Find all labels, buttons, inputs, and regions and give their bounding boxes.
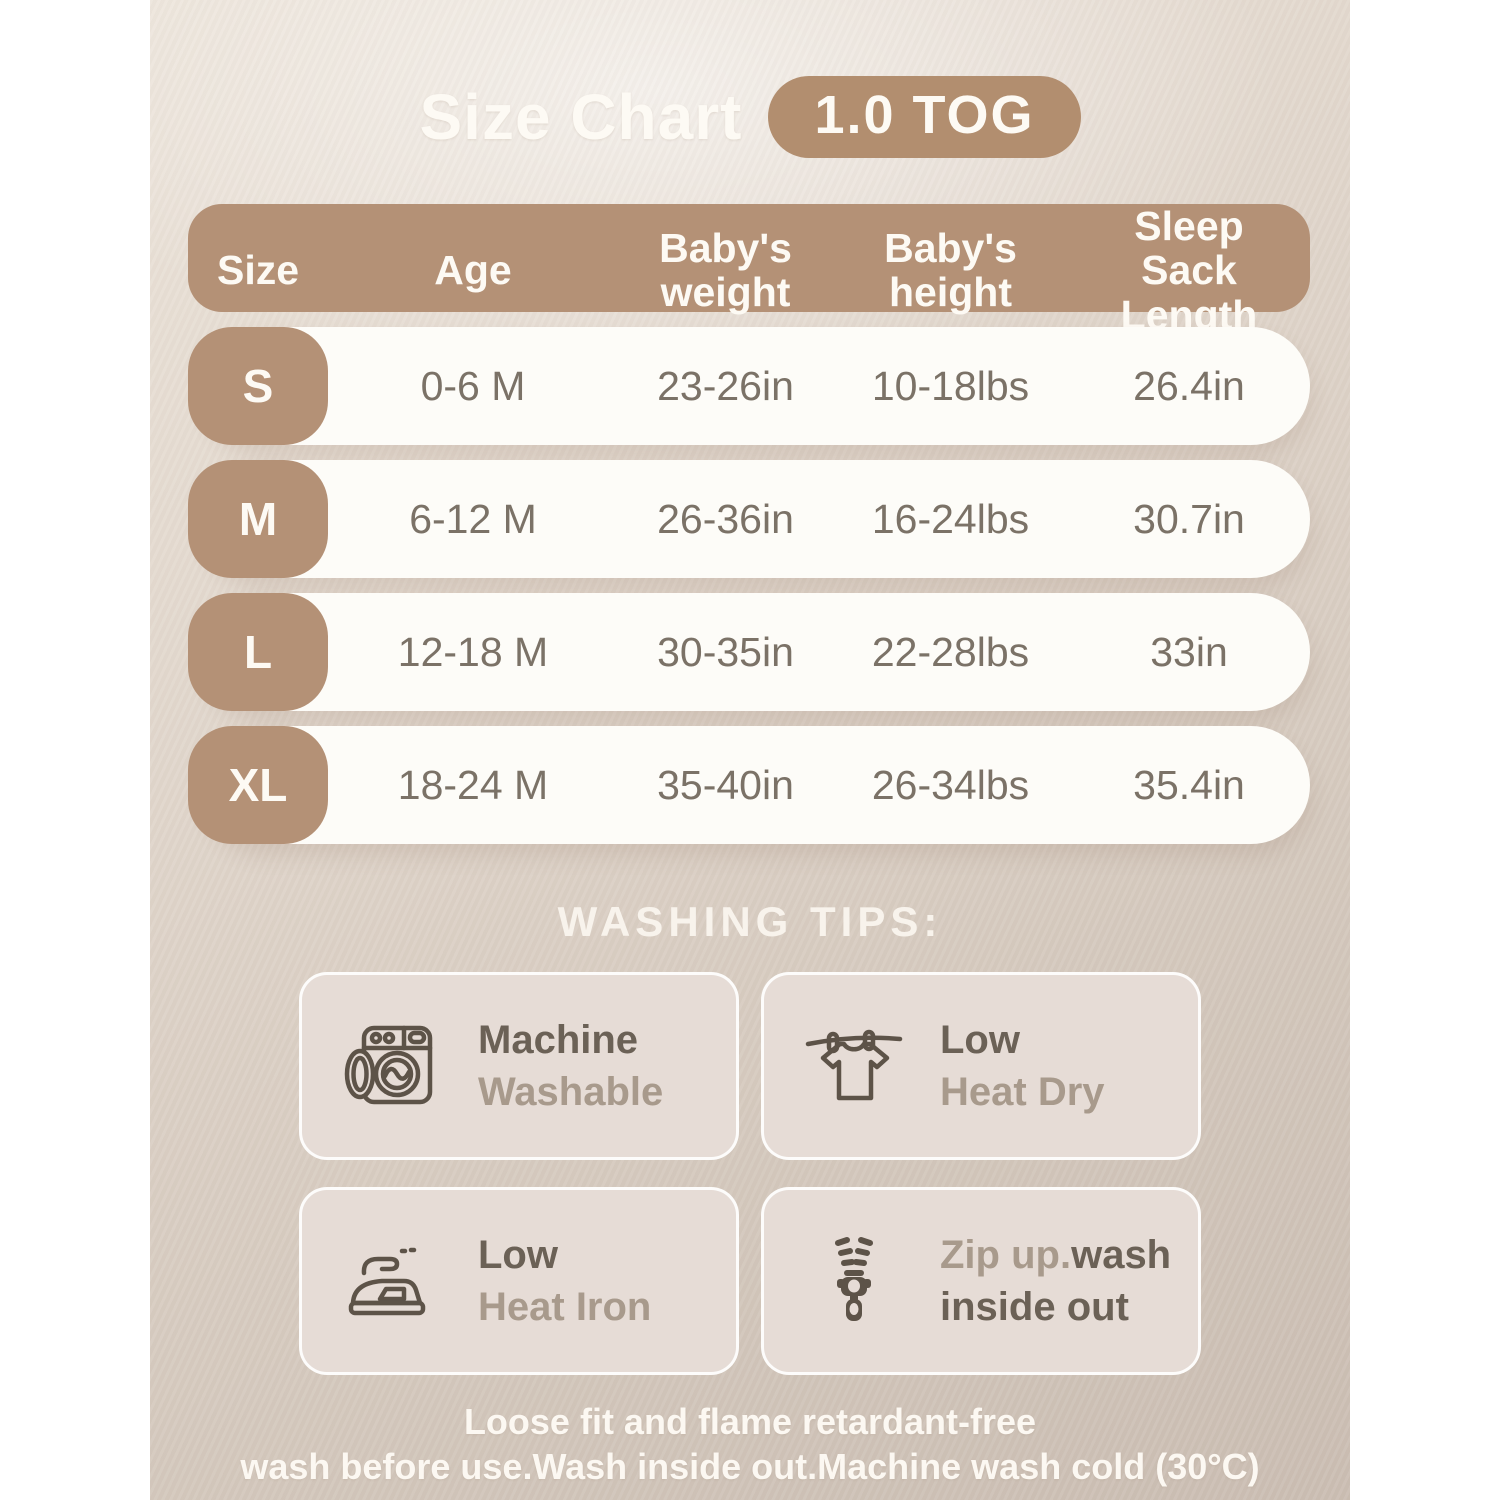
cell-length: 26.4in (1133, 362, 1245, 409)
iron-icon (340, 1229, 444, 1333)
cell-length: 30.7in (1133, 495, 1245, 542)
row-cells: 12-18 M 30-35in 22-28lbs 33in (188, 593, 1310, 711)
row-pill (206, 460, 1310, 578)
cell-age: 12-18 M (397, 628, 549, 675)
card-low-heat-dry: Low Heat Dry (761, 972, 1201, 1160)
row-pill (206, 593, 1310, 711)
washing-tips-cards: Machine Washable Low Heat Dry (299, 972, 1201, 1375)
product-infographic-background: Size Chart 1.0 TOG Size Age Baby's weigh… (150, 0, 1350, 1500)
card-line2: Heat Dry (940, 1070, 1105, 1114)
header-size: Size (216, 247, 300, 294)
cell-height: 16-24lbs (871, 495, 1030, 542)
clothesline-icon (802, 1014, 906, 1118)
table-row: L 12-18 M 30-35in 22-28lbs 33in (188, 593, 1310, 711)
washing-machine-icon (340, 1014, 444, 1118)
cell-age: 18-24 M (397, 761, 549, 808)
size-chart-table: Size Age Baby's weight Baby's height Sle… (188, 204, 1310, 844)
table-row: XL 18-24 M 35-40in 26-34lbs 35.4in (188, 726, 1310, 844)
header-weight: Baby's weight (659, 225, 792, 316)
title-row: Size Chart 1.0 TOG (150, 0, 1350, 158)
cell-height: 10-18lbs (871, 362, 1030, 409)
cell-age: 0-6 M (420, 362, 526, 409)
table-header-row: Size Age Baby's weight Baby's height Sle… (188, 204, 1310, 337)
card-text: Low Heat Dry (940, 1014, 1105, 1118)
card-line1: Low (478, 1233, 558, 1277)
washing-tips-heading: WASHING TIPS: (557, 898, 943, 945)
cell-height: 26-34lbs (871, 761, 1030, 808)
size-badge: XL (188, 726, 328, 844)
row-cells: 0-6 M 23-26in 10-18lbs 26.4in (188, 327, 1310, 445)
size-badge: L (188, 593, 328, 711)
card-line1-light: Zip up. (940, 1233, 1072, 1277)
care-note-line2: wash before use.Wash inside out.Machine … (240, 1446, 1260, 1487)
card-line1: Machine (478, 1018, 639, 1062)
row-cells: 18-24 M 35-40in 26-34lbs 35.4in (188, 726, 1310, 844)
card-line1: Low (940, 1018, 1020, 1062)
card-line2: Heat Iron (478, 1285, 652, 1329)
cell-length: 35.4in (1133, 761, 1245, 808)
care-note-line1: Loose fit and flame retardant-free (463, 1401, 1037, 1442)
card-text: Zip up.wash inside out (940, 1229, 1171, 1333)
row-pill (206, 726, 1310, 844)
care-instructions-note: Loose fit and flame retardant-free wash … (150, 1399, 1350, 1489)
cell-weight: 35-40in (657, 761, 794, 808)
cell-weight: 30-35in (657, 628, 794, 675)
zipper-icon (802, 1229, 906, 1333)
card-low-heat-iron: Low Heat Iron (299, 1187, 739, 1375)
cell-weight: 23-26in (657, 362, 794, 409)
table-row: M 6-12 M 26-36in 16-24lbs 30.7in (188, 460, 1310, 578)
row-pill (206, 327, 1310, 445)
page-title: Size Chart (419, 81, 743, 153)
card-line2: inside out (940, 1285, 1129, 1329)
card-text: Machine Washable (478, 1014, 663, 1118)
card-line2: Washable (478, 1070, 664, 1114)
cell-length: 33in (1150, 628, 1228, 675)
card-machine-washable: Machine Washable (299, 972, 739, 1160)
header-length: Sleep Sack Length (1120, 203, 1258, 338)
table-row: S 0-6 M 23-26in 10-18lbs 26.4in (188, 327, 1310, 445)
header-height: Baby's height (884, 225, 1017, 316)
card-zip-up-wash: Zip up.wash inside out (761, 1187, 1201, 1375)
tog-rating-badge: 1.0 TOG (768, 76, 1081, 158)
cell-height: 22-28lbs (871, 628, 1030, 675)
size-badge: S (188, 327, 328, 445)
header-age: Age (434, 247, 512, 294)
size-badge: M (188, 460, 328, 578)
card-line1: Zip up.wash (940, 1229, 1171, 1281)
row-cells: 6-12 M 26-36in 16-24lbs 30.7in (188, 460, 1310, 578)
cell-age: 6-12 M (409, 495, 537, 542)
card-text: Low Heat Iron (478, 1229, 651, 1333)
card-line1-dark: wash (1071, 1233, 1172, 1277)
cell-weight: 26-36in (657, 495, 794, 542)
